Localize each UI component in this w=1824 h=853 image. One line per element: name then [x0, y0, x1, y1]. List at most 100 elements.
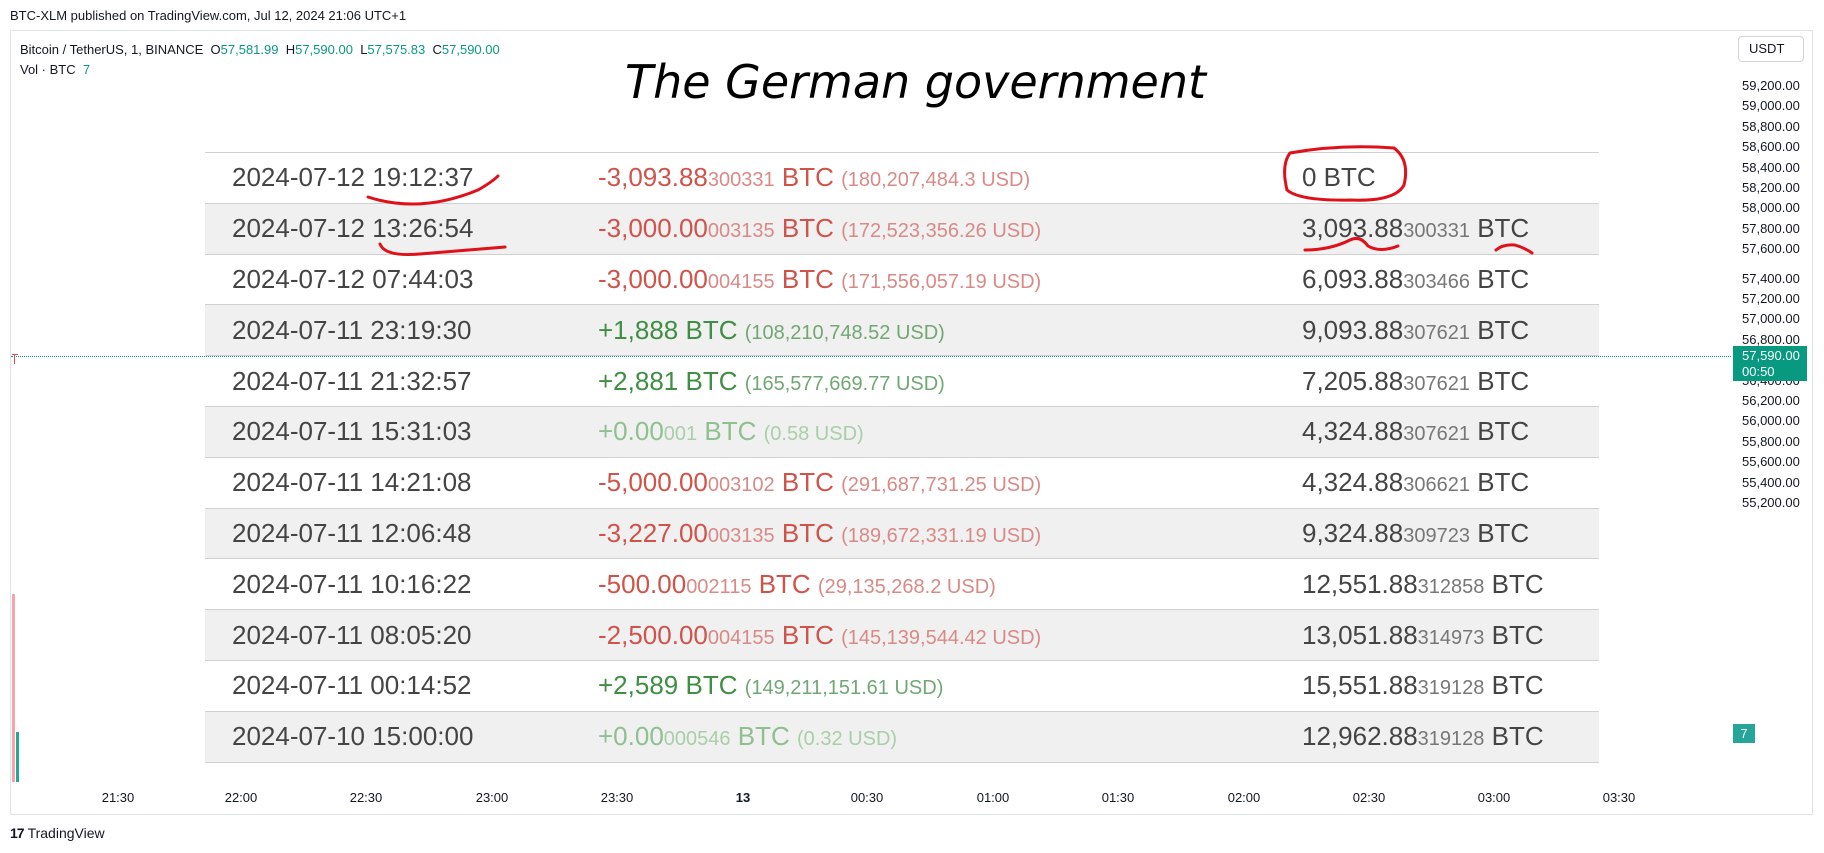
- tx-balance-main: 9,324.88: [1302, 517, 1404, 548]
- time-tick-label: 22:30: [349, 790, 383, 805]
- tx-balance-decimals: 303466: [1403, 270, 1470, 293]
- tx-usd: (165,577,669.77 USD): [744, 372, 945, 395]
- tx-amount: -2,500.00004155 BTC (145,139,544.42 USD): [598, 620, 1041, 651]
- tx-balance-main: 15,551.88: [1302, 670, 1418, 701]
- time-tick-label: 13: [735, 790, 751, 805]
- tx-balance: 12,962.88319128 BTC: [1302, 721, 1544, 752]
- tx-usd: (108,210,748.52 USD): [744, 321, 945, 344]
- transaction-row: 2024-07-11 23:19:30 +1,888 BTC (108,210,7…: [205, 304, 1599, 356]
- price-tick-label: 57,000.00: [1742, 311, 1800, 327]
- transaction-row: 2024-07-11 08:05:20 -2,500.00004155 BTC (…: [205, 609, 1599, 660]
- tx-amount-main: -3,000.00: [598, 263, 708, 294]
- price-tick-label: 57,400.00: [1742, 270, 1800, 286]
- tx-amount-decimals: 003102: [707, 474, 775, 497]
- tx-balance-main: 7,205.88: [1302, 365, 1404, 396]
- tx-amount-unit: BTC: [737, 721, 790, 752]
- candle-tick: [14, 354, 15, 364]
- last-price-badge: 57,590.00 00:50: [1733, 346, 1807, 381]
- tx-balance-decimals: 312858: [1417, 575, 1485, 598]
- volume-label[interactable]: Vol · BTC: [20, 62, 76, 77]
- symbol-name[interactable]: Bitcoin / TetherUS, 1, BINANCE: [20, 42, 204, 57]
- transaction-row: 2024-07-11 12:06:48 -3,227.00003135 BTC (…: [205, 507, 1599, 559]
- tx-amount-main: +1,888: [598, 314, 679, 345]
- tx-balance-unit: BTC: [1477, 314, 1530, 345]
- transaction-row: 2024-07-11 14:21:08 -5,000.00003102 BTC (…: [205, 456, 1599, 508]
- tx-balance-main: 13,051.88: [1302, 619, 1418, 650]
- tx-balance: 4,324.88307621 BTC: [1302, 416, 1529, 447]
- time-tick-label: 00:30: [850, 790, 884, 805]
- tx-balance-main: 9,093.88: [1302, 314, 1404, 345]
- tx-time: 2024-07-11 10:16:22: [232, 568, 472, 599]
- price-tick-label: 55,600.00: [1742, 454, 1800, 470]
- price-tick-label: 55,200.00: [1742, 495, 1800, 510]
- tx-balance-unit: BTC: [1477, 365, 1530, 396]
- tx-usd: (172,523,356.26 USD): [841, 220, 1042, 243]
- tx-balance-decimals: 307621: [1403, 372, 1470, 395]
- currency-selector[interactable]: USDT: [1738, 36, 1804, 62]
- tx-amount: -5,000.00003102 BTC (291,687,731.25 USD): [598, 467, 1041, 498]
- tx-balance-main: 0 BTC: [1302, 162, 1376, 193]
- candle-tick: [12, 354, 18, 355]
- price-tick-label: 58,200.00: [1742, 180, 1800, 195]
- tx-time: 2024-07-11 12:06:48: [232, 517, 472, 548]
- price-tick-label: 55,800.00: [1742, 433, 1800, 449]
- tx-usd: (180,207,484.3 USD): [841, 169, 1031, 192]
- tx-amount-main: -500.00: [598, 568, 687, 599]
- tx-amount-unit: BTC: [781, 162, 834, 193]
- tradingview-logo[interactable]: 17 TradingView: [10, 825, 105, 841]
- tx-balance-unit: BTC: [1477, 263, 1530, 294]
- time-tick-label: 21:30: [101, 790, 135, 805]
- transaction-row: 2024-07-12 19:12:37 -3,093.88300331 BTC (…: [205, 152, 1599, 203]
- tx-amount-decimals: 004155: [707, 270, 775, 293]
- volume-bar: [16, 732, 19, 782]
- tx-usd: (291,687,731.25 USD): [841, 474, 1042, 497]
- tx-amount-decimals: 003135: [707, 524, 775, 547]
- tx-balance-main: 3,093.88: [1302, 213, 1404, 244]
- tx-amount-decimals: 004155: [707, 626, 775, 649]
- tx-usd: (0.58 USD): [763, 423, 864, 446]
- tx-balance-decimals: 307621: [1403, 423, 1470, 446]
- tx-balance-decimals: 319128: [1417, 677, 1485, 700]
- tx-balance-decimals: 300331: [1403, 220, 1470, 243]
- tx-usd: (171,556,057.19 USD): [841, 270, 1042, 293]
- tx-amount-decimals: 003135: [707, 220, 775, 243]
- price-tick-label: 58,800.00: [1742, 118, 1800, 134]
- transaction-row: 2024-07-12 07:44:03 -3,000.00004155 BTC (…: [205, 253, 1599, 305]
- tx-amount: -500.00002115 BTC (29,135,268.2 USD): [598, 569, 996, 600]
- tx-balance-decimals: 314973: [1417, 626, 1485, 649]
- tx-balance: 9,093.88307621 BTC: [1302, 315, 1529, 346]
- tx-time: 2024-07-12 19:12:37: [232, 162, 474, 193]
- time-tick-label: 22:00: [224, 790, 258, 805]
- tx-amount-main: -2,500.00: [598, 619, 708, 650]
- price-axis[interactable]: 59,200.00 59,000.00 58,800.00 58,600.00 58,4…: [1730, 60, 1810, 780]
- tx-usd: (145,139,544.42 USD): [841, 626, 1042, 649]
- price-tick-label: 56,200.00: [1742, 393, 1800, 408]
- tx-amount-main: -5,000.00: [598, 467, 708, 498]
- tx-balance-main: 12,962.88: [1302, 721, 1418, 752]
- volume-row: Vol · BTC 7: [20, 60, 500, 80]
- tx-balance: 13,051.88314973 BTC: [1302, 620, 1544, 651]
- tx-amount-main: +0.00: [598, 721, 664, 752]
- price-tick-label: 58,600.00: [1742, 139, 1800, 155]
- tx-balance-unit: BTC: [1477, 517, 1530, 548]
- tx-amount: +0.00000546 BTC (0.32 USD): [598, 721, 897, 752]
- transaction-row: 2024-07-11 15:31:03 +0.00001 BTC (0.58 US…: [205, 405, 1599, 457]
- tx-amount: +2,589 BTC (149,211,151.61 USD): [598, 670, 943, 701]
- tx-balance: 15,551.88319128 BTC: [1302, 670, 1544, 701]
- tx-amount: -3,227.00003135 BTC (189,672,331.19 USD): [598, 518, 1041, 549]
- tradingview-logo-text: TradingView: [27, 825, 105, 841]
- price-tick-label: 59,200.00: [1742, 78, 1800, 93]
- time-tick-label: 03:00: [1477, 790, 1511, 805]
- tx-time: 2024-07-11 15:31:03: [232, 416, 472, 447]
- time-axis[interactable]: 21:30 22:00 22:30 23:00 23:30 13 00:30 01:00 01:…: [10, 780, 1730, 810]
- tx-amount: +2,881 BTC (165,577,669.77 USD): [598, 366, 945, 397]
- tx-amount-unit: BTC: [758, 568, 811, 599]
- last-price-line: [11, 356, 1731, 357]
- price-tick-label: 55,400.00: [1742, 474, 1800, 490]
- tx-amount-unit: BTC: [685, 670, 738, 701]
- chart-frame[interactable]: [10, 30, 1813, 815]
- tx-balance: 9,324.88309723 BTC: [1302, 518, 1529, 549]
- tx-time: 2024-07-11 14:21:08: [232, 467, 472, 498]
- bar-countdown: 00:50: [1742, 364, 1775, 379]
- time-tick-label: 02:00: [1227, 790, 1261, 805]
